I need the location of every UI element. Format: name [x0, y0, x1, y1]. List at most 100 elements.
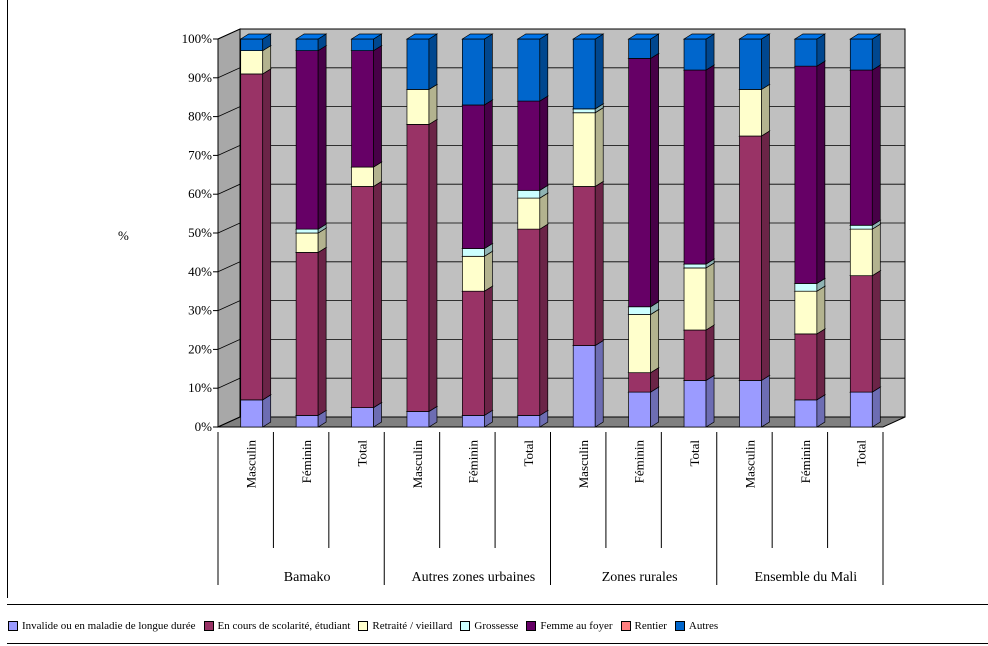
- bar-stack: [294, 33, 328, 428]
- legend-top-line: [7, 604, 988, 605]
- legend-item: Invalide ou en maladie de longue durée: [8, 620, 196, 632]
- bar-segment: [682, 64, 716, 265]
- bar-segment: [405, 83, 439, 125]
- gridline: [217, 377, 905, 389]
- bar-segment: [849, 64, 882, 226]
- x-group-label: Ensemble du Mali: [755, 570, 858, 585]
- bar-stack: [849, 33, 882, 428]
- x-axis: Masculin Féminin Total Bamako Masculin Fémini…: [217, 432, 884, 585]
- y-tick-label: 30%: [188, 303, 212, 318]
- legend-item: Autres: [674, 620, 719, 632]
- legend-item: Retraité / vieillard: [358, 620, 452, 632]
- x-category-label: Masculin: [742, 440, 757, 489]
- x-category-label: Féminin: [798, 440, 813, 484]
- x-category-label: Total: [521, 440, 536, 467]
- y-tick-label: 0%: [195, 419, 213, 434]
- legend-swatch: [460, 621, 471, 631]
- x-category-label: Féminin: [299, 440, 314, 484]
- x-category-label: Total: [687, 440, 702, 467]
- bar-segment: [405, 33, 439, 91]
- bar-stack: [350, 33, 383, 428]
- bar-segment: [461, 285, 494, 416]
- bar-segment: [461, 99, 494, 250]
- bar-segment: [571, 107, 605, 188]
- bar-segment: [350, 33, 383, 52]
- bar-segment: [571, 180, 605, 347]
- bar-segment: [405, 118, 439, 413]
- legend-swatch: [674, 621, 685, 631]
- bar-segment: [294, 246, 328, 416]
- bar-segment: [516, 192, 550, 230]
- bar-segment: [350, 180, 383, 409]
- bar-segment: [294, 45, 328, 230]
- gridline: [217, 300, 905, 311]
- bar-segment: [350, 45, 383, 168]
- bar-segment: [738, 33, 771, 91]
- bar-segment: [461, 33, 494, 106]
- legend-label: Grossesse: [474, 620, 519, 632]
- bar-segment: [682, 374, 716, 428]
- legend: Invalide ou en maladie de longue durée En…: [8, 615, 726, 637]
- bar-segment: [849, 270, 882, 393]
- x-category-label: Masculin: [244, 440, 259, 489]
- bar-segment: [682, 33, 716, 71]
- bar-stack: [682, 33, 716, 428]
- x-group-label: Autres zones urbaines: [412, 570, 536, 585]
- y-tick-label: 100%: [182, 31, 213, 46]
- bar-stack: [239, 33, 272, 428]
- legend-item: En cours de scolarité, étudiant: [203, 620, 351, 632]
- legend-label: Autres: [688, 620, 719, 632]
- y-axis: 0% 10% 20% 30% 40% 50% 60% 70% 80% 90% 100%: [182, 31, 219, 434]
- y-tick-label: 70%: [188, 147, 212, 162]
- bar-segment: [682, 324, 716, 382]
- bar-stack: [627, 33, 660, 428]
- bar-segment: [793, 285, 827, 335]
- bar-segment: [793, 60, 827, 285]
- y-tick-label: 90%: [188, 70, 212, 85]
- bar-stack: [516, 33, 550, 428]
- legend-label: En cours de scolarité, étudiant: [217, 620, 351, 632]
- legend-item: Grossesse: [460, 620, 518, 632]
- x-category-label: Masculin: [410, 440, 425, 489]
- legend-label: Rentier: [634, 620, 667, 632]
- x-group-label: Zones rurales: [602, 570, 678, 585]
- bar-stack: [738, 33, 771, 428]
- bars: [239, 33, 882, 428]
- legend-swatch: [358, 621, 369, 631]
- x-category-label: Masculin: [576, 440, 591, 489]
- bar-segment: [516, 33, 550, 102]
- gridline: [217, 222, 905, 234]
- bar-segment: [849, 33, 882, 71]
- gridline: [217, 183, 905, 195]
- gridline: [217, 28, 905, 40]
- bar-segment: [627, 308, 660, 374]
- x-category-label: Féminin: [632, 440, 647, 484]
- y-tick-label: 10%: [188, 380, 212, 395]
- legend-label: Retraité / vieillard: [372, 620, 453, 632]
- bar-segment: [627, 386, 660, 428]
- legend-swatch: [203, 621, 214, 631]
- bar-segment: [738, 83, 771, 137]
- legend-swatch: [620, 621, 631, 631]
- bar-segment: [239, 68, 272, 401]
- bar-segment: [239, 33, 272, 52]
- bar-segment: [627, 52, 660, 308]
- legend-swatch: [526, 621, 537, 631]
- legend-item: Femme au foyer: [526, 620, 613, 632]
- bar-segment: [682, 262, 716, 331]
- y-axis-label: %: [118, 228, 129, 243]
- legend-label: Invalide ou en maladie de longue durée: [22, 620, 196, 632]
- legend-swatch: [8, 621, 18, 631]
- left-frame-line: [7, 0, 8, 598]
- bar-segment: [627, 33, 660, 60]
- gridline: [217, 144, 905, 156]
- bar-segment: [793, 33, 827, 67]
- gridline: [217, 67, 905, 79]
- bar-segment: [461, 250, 494, 292]
- bar-segment: [571, 339, 605, 428]
- y-tick-label: 40%: [188, 264, 212, 279]
- bar-segment: [516, 95, 550, 191]
- bar-stack: [461, 33, 494, 428]
- x-category-label: Total: [853, 440, 868, 467]
